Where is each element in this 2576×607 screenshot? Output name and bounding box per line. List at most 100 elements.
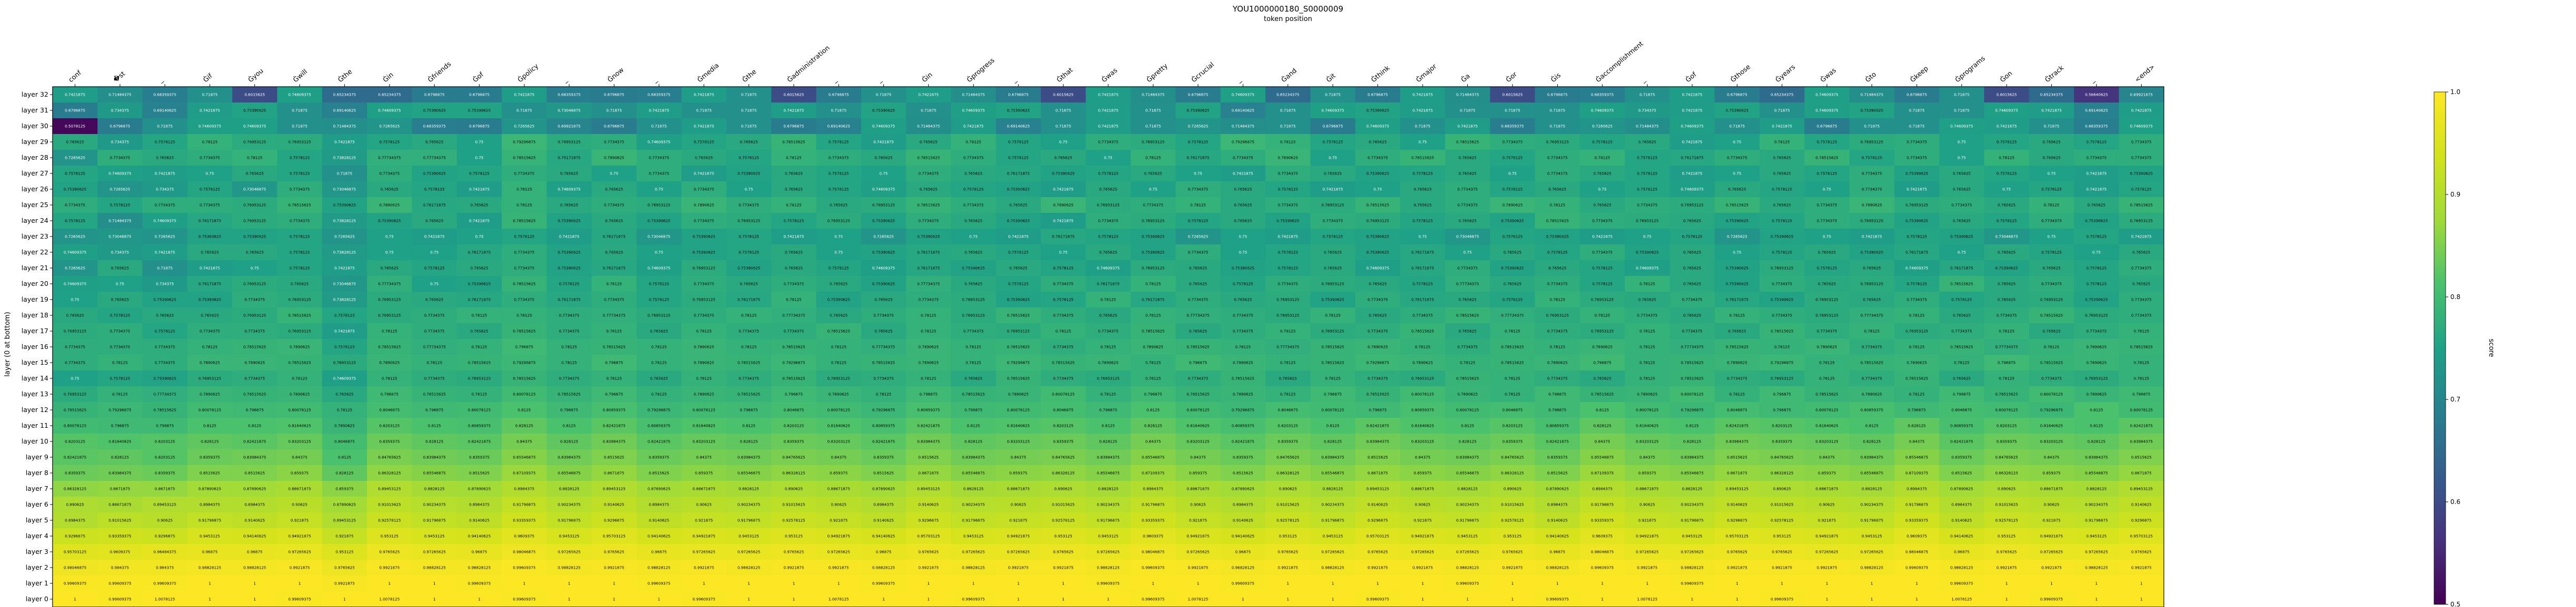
cell-value-label: 0.94921875 (1636, 534, 1659, 539)
cell-value-label: 0.74609375 (64, 250, 86, 255)
heatmap-cell (187, 213, 233, 229)
cell-value-label: 1 (1062, 597, 1065, 602)
cell-value-label: 0.7578125 (1817, 140, 1837, 145)
heatmap-cell (1580, 260, 1626, 276)
heatmap-cell (636, 575, 682, 592)
cell-value-label: 0.77734375 (1501, 313, 1524, 318)
heatmap-cell (53, 260, 98, 276)
heatmap-cell (1490, 575, 1536, 592)
cell-value-label: 0.78125 (1909, 392, 1925, 397)
cell-value-label: 0.78125 (1954, 361, 1970, 365)
heatmap-cell (1310, 260, 1356, 276)
heatmap-cell (906, 528, 952, 544)
heatmap-cell (97, 355, 143, 371)
heatmap-cell (367, 87, 413, 103)
heatmap-cell (996, 497, 1041, 513)
cell-value-label: 0.8125 (563, 424, 576, 428)
heatmap-cell (1535, 371, 1580, 387)
cell-value-label: 0.78515625 (1861, 361, 1883, 365)
cell-value-label: 0.921875 (2042, 518, 2060, 523)
heatmap-cell (1714, 307, 1760, 324)
y-tick-label: layer 4 (26, 532, 48, 540)
cell-value-label: 0.9765625 (783, 550, 804, 554)
heatmap-cell (53, 434, 98, 450)
heatmap-cell (591, 386, 637, 403)
heatmap-cell (187, 260, 233, 276)
heatmap-cell (1445, 497, 1490, 513)
heatmap-cell (367, 449, 413, 466)
cell-value-label: 0.7578125 (1008, 282, 1029, 286)
heatmap-cell (861, 307, 907, 324)
heatmap-cell (1355, 544, 1401, 560)
heatmap-cell (1894, 355, 1940, 371)
x-tick-label: _ (156, 75, 165, 84)
heatmap-cell (861, 591, 907, 607)
cell-value-label: 0.75 (1059, 250, 1068, 255)
heatmap-cell (591, 307, 637, 324)
cell-value-label: 0.7734375 (65, 345, 85, 349)
heatmap-cell (322, 339, 367, 355)
cell-value-label: 0.75390625 (468, 108, 490, 113)
cell-value-label: 0.78125 (1819, 361, 1835, 365)
cell-value-label: 1 (1781, 581, 1783, 586)
cell-value-label: 0.74609375 (108, 171, 131, 176)
cell-value-label: 0.71875 (1864, 124, 1880, 129)
heatmap-cell (457, 497, 503, 513)
cell-value-label: 0.859375 (335, 487, 353, 491)
cell-value-label: 0.76171875 (198, 282, 221, 286)
cell-value-label: 1 (1376, 581, 1379, 586)
cell-value-label: 0.8359375 (1277, 439, 1298, 444)
heatmap-cell (771, 402, 817, 418)
heatmap-cell (1804, 560, 1850, 576)
cell-value-label: 0.97265625 (1097, 550, 1119, 554)
heatmap-cell (546, 292, 592, 308)
heatmap-cell (1580, 465, 1626, 481)
cell-value-label: 0.7734375 (514, 171, 535, 176)
heatmap-cell (861, 181, 907, 198)
cell-value-label: 0.78125 (921, 329, 936, 334)
cell-value-label: 0.6796875 (1367, 92, 1388, 97)
heatmap-cell (1670, 371, 1715, 387)
cell-value-label: 0.76953125 (2040, 297, 2063, 302)
x-tick-label: Ġon (1998, 69, 2014, 84)
cell-value-label: 0.80078125 (1681, 392, 1703, 397)
cell-value-label: 0.71484375 (962, 92, 985, 97)
cell-value-label: 0.7734375 (424, 313, 445, 318)
cell-value-label: 0.75390625 (558, 219, 580, 223)
cell-value-label: 0.79296875 (1366, 361, 1389, 365)
cell-value-label: 0.91796875 (738, 518, 760, 523)
cell-value-label: 0.7890625 (1143, 345, 1163, 349)
cell-value-label: 0.859375 (2042, 471, 2060, 476)
heatmap-cell (412, 355, 457, 371)
cell-value-label: 0.7578125 (200, 187, 220, 192)
cell-value-label: 0.99609375 (288, 597, 311, 602)
cell-value-label: 0.765625 (1458, 171, 1476, 176)
heatmap-cell (1714, 497, 1760, 513)
cell-value-label: 0.78125 (831, 345, 846, 349)
heatmap-cell (1984, 150, 2030, 166)
cell-value-label: 0.76953125 (1322, 282, 1344, 286)
cell-value-label: 0.75 (1733, 140, 1741, 145)
cell-value-label: 0.75390625 (2085, 219, 2108, 223)
heatmap-cell (906, 292, 952, 308)
heatmap-cell (771, 355, 817, 371)
heatmap-cell (1086, 339, 1131, 355)
heatmap-cell (1265, 181, 1311, 198)
heatmap-cell (1445, 134, 1490, 150)
heatmap-cell (53, 134, 98, 150)
heatmap-cell (1220, 213, 1266, 229)
cell-value-label: 0.921875 (291, 518, 309, 523)
heatmap-cell (1894, 528, 1940, 544)
cell-value-label: 0.7265625 (379, 124, 400, 129)
heatmap-cell (1220, 481, 1266, 497)
cell-value-label: 0.78125 (2044, 345, 2060, 349)
heatmap-cell (1310, 339, 1356, 355)
heatmap-cell (1086, 497, 1131, 513)
cell-value-label: 0.7578125 (2086, 266, 2107, 271)
heatmap-cell (816, 449, 862, 466)
heatmap-cell (1714, 87, 1760, 103)
heatmap-cell (1624, 323, 1670, 339)
heatmap-cell (412, 276, 457, 292)
heatmap-cell (771, 481, 817, 497)
